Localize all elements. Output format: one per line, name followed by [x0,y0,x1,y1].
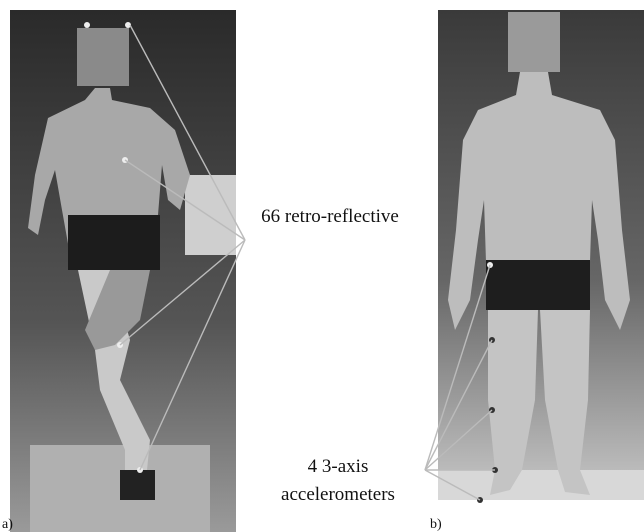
panel-label: a) [2,517,13,532]
panel-label: b) [430,517,442,532]
accelerometers-label: 4 3-axis [308,456,369,477]
photo-a [10,10,236,532]
markers-label: 66 retro-reflective [261,206,399,227]
accelerometer-pointers [424,264,495,501]
marker-pointers [119,24,246,471]
photo-b [438,10,644,503]
accelerometers-label: accelerometers [281,484,395,505]
